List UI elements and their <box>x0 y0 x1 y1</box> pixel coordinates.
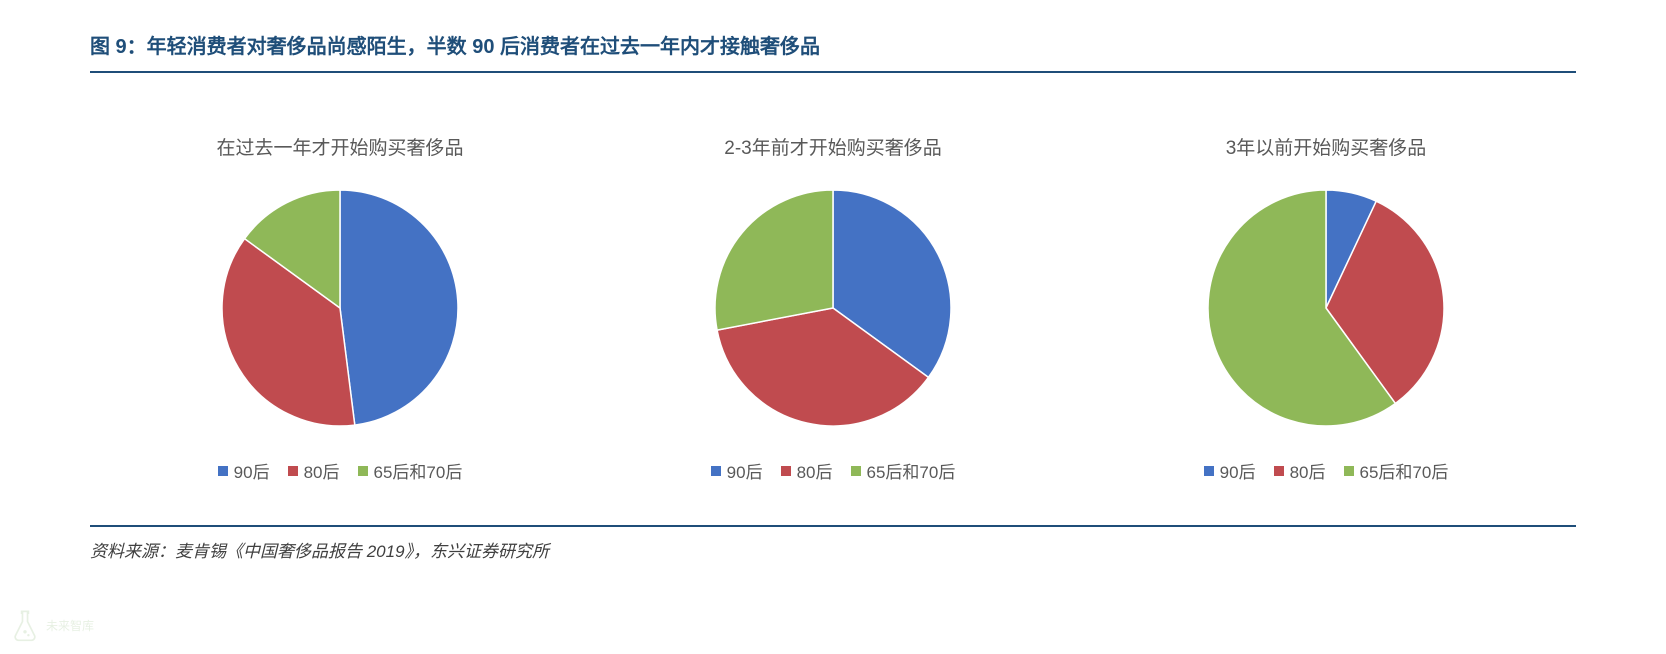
chart-title: 3年以前开始购买奢侈品 <box>1226 133 1427 160</box>
pie-slice-s65_70 <box>715 190 833 330</box>
legend-item-s65_70: 65后和70后 <box>1344 458 1449 483</box>
chart-title: 2-3年前才开始购买奢侈品 <box>724 133 941 160</box>
pie-chart <box>1206 188 1446 428</box>
legend-label: 80后 <box>304 458 340 483</box>
legend-item-s65_70: 65后和70后 <box>851 458 956 483</box>
charts-row: 在过去一年才开始购买奢侈品 90后 80后 65后和70后 2-3年前才开始购买奢侈品 9… <box>90 133 1576 483</box>
chart-block: 3年以前开始购买奢侈品 90后 80后 65后和70后 <box>1116 133 1536 483</box>
legend-swatch <box>1274 466 1284 476</box>
pie-chart <box>220 188 460 428</box>
legend-label: 65后和70后 <box>1360 458 1449 483</box>
legend: 90后 80后 65后和70后 <box>1204 458 1449 483</box>
legend-swatch <box>711 466 721 476</box>
watermark: 未来智库 <box>8 608 94 642</box>
chart-block: 在过去一年才开始购买奢侈品 90后 80后 65后和70后 <box>130 133 550 483</box>
legend-label: 80后 <box>1290 458 1326 483</box>
legend-swatch <box>1204 466 1214 476</box>
legend-swatch <box>1344 466 1354 476</box>
legend: 90后 80后 65后和70后 <box>711 458 956 483</box>
chart-block: 2-3年前才开始购买奢侈品 90后 80后 65后和70后 <box>623 133 1043 483</box>
legend-swatch <box>288 466 298 476</box>
figure-title: 图 9：年轻消费者对奢侈品尚感陌生，半数 90 后消费者在过去一年内才接触奢侈品 <box>90 30 1576 73</box>
source-line: 资料来源：麦肯锡《中国奢侈品报告 2019》，东兴证券研究所 <box>90 537 1576 562</box>
legend-label: 90后 <box>1220 458 1256 483</box>
legend-item-s90: 90后 <box>711 458 763 483</box>
legend-label: 65后和70后 <box>867 458 956 483</box>
bottom-rule <box>90 525 1576 527</box>
pie-chart <box>713 188 953 428</box>
legend: 90后 80后 65后和70后 <box>218 458 463 483</box>
watermark-text: 未来智库 <box>46 617 94 634</box>
legend-item-s90: 90后 <box>1204 458 1256 483</box>
legend-item-s65_70: 65后和70后 <box>358 458 463 483</box>
legend-label: 65后和70后 <box>374 458 463 483</box>
legend-item-s80: 80后 <box>288 458 340 483</box>
legend-swatch <box>358 466 368 476</box>
legend-swatch <box>851 466 861 476</box>
legend-label: 90后 <box>727 458 763 483</box>
legend-item-s80: 80后 <box>1274 458 1326 483</box>
pie-slice-s90 <box>340 190 458 425</box>
legend-label: 90后 <box>234 458 270 483</box>
legend-swatch <box>218 466 228 476</box>
legend-item-s90: 90后 <box>218 458 270 483</box>
flask-icon <box>8 608 42 642</box>
legend-item-s80: 80后 <box>781 458 833 483</box>
chart-title: 在过去一年才开始购买奢侈品 <box>216 133 463 160</box>
legend-swatch <box>781 466 791 476</box>
legend-label: 80后 <box>797 458 833 483</box>
